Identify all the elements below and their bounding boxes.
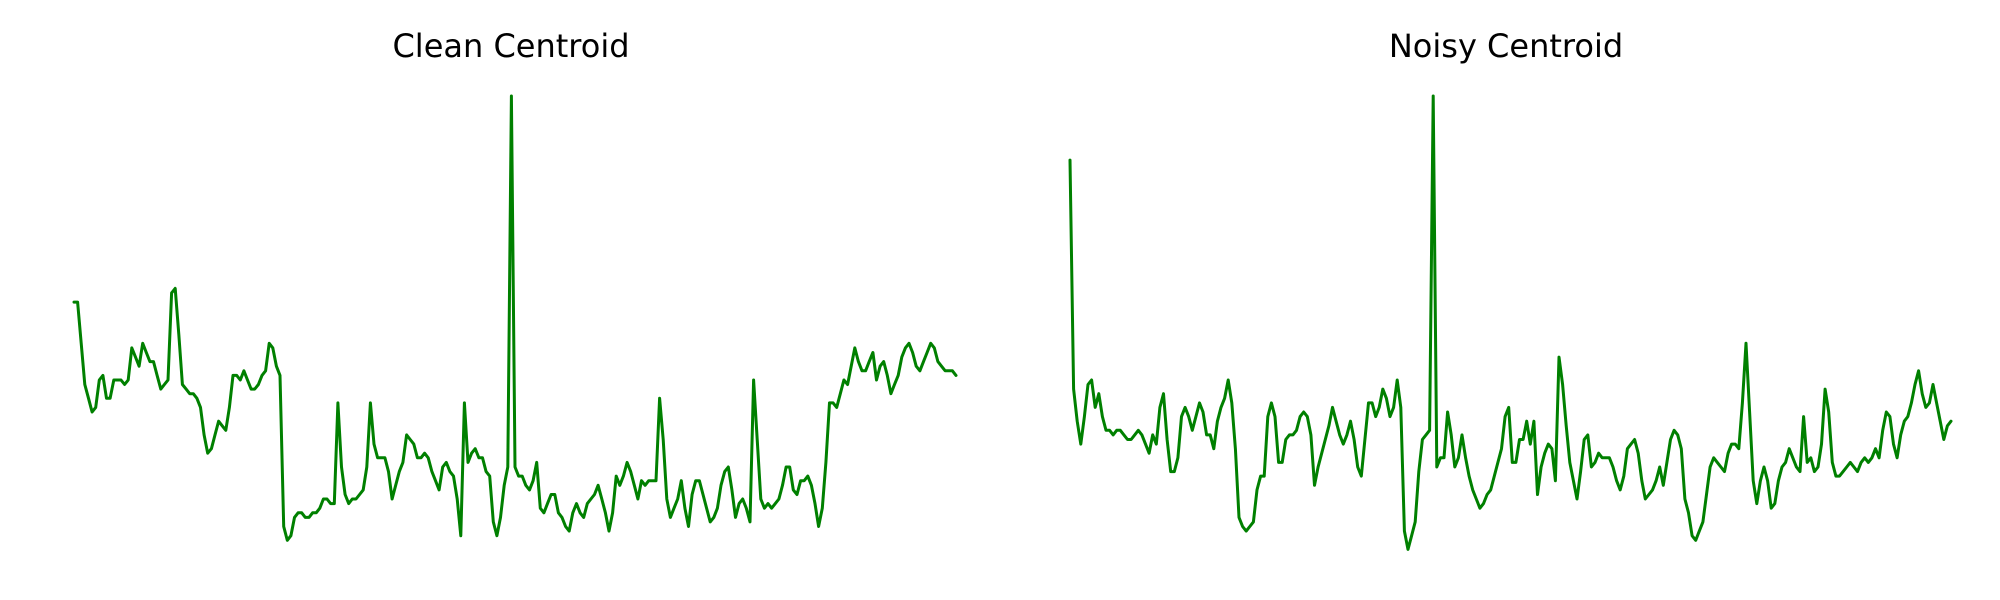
clean-centroid-plot-area [72,94,958,542]
clean-centroid-title: Clean Centroid [392,27,629,65]
clean-centroid-panel: Clean Centroid [72,27,958,542]
noisy-centroid-line [1068,94,1953,551]
noisy-centroid-title: Noisy Centroid [1389,27,1623,65]
noisy-centroid-panel: Noisy Centroid [1068,27,1953,551]
clean-centroid-line [72,94,958,542]
noisy-centroid-plot-area [1068,94,1953,551]
